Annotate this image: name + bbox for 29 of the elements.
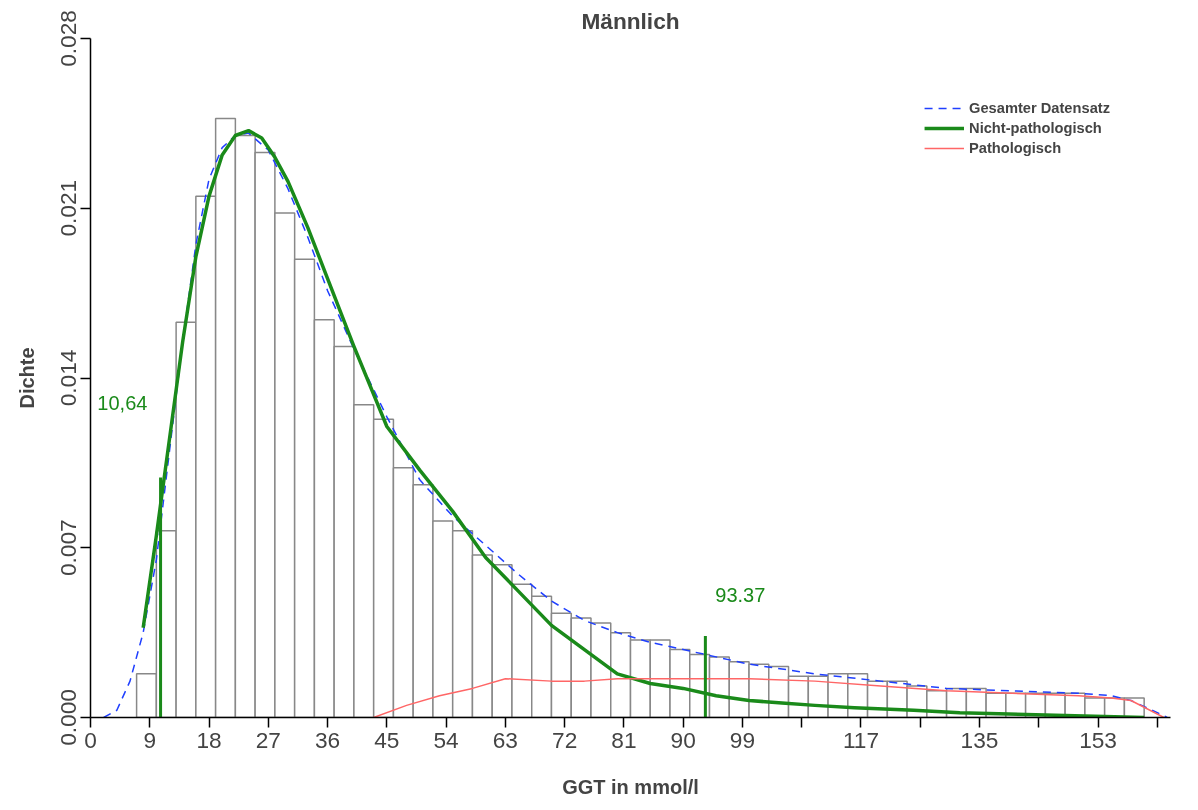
y-tick-label: 0.021 (54, 179, 81, 237)
x-tick-label: 99 (729, 726, 756, 753)
x-tick-label: 63 (492, 726, 518, 753)
y-tick-label: 0.014 (54, 349, 81, 407)
x-tick-label: 9 (143, 726, 157, 753)
x-tick-label: 45 (374, 726, 400, 753)
ref-line-label: 93.37 (715, 584, 766, 607)
y-tick-label: 0.028 (54, 10, 81, 67)
x-tick-label: 18 (196, 726, 222, 753)
x-tick-label: 27 (255, 726, 281, 753)
x-tick-label: 72 (552, 726, 578, 753)
y-tick-label: 0.000 (54, 689, 81, 746)
ref-line-label: 10,64 (97, 391, 148, 414)
chart-title: Männlich (581, 7, 680, 34)
x-tick-label: 54 (433, 726, 459, 753)
legend-label: Nicht-pathologisch (969, 120, 1102, 136)
x-tick-label: 0 (84, 726, 97, 753)
y-tick-label: 0.007 (54, 519, 81, 577)
legend-label: Gesamter Datensatz (969, 100, 1110, 116)
x-tick-label: 90 (670, 726, 696, 753)
legend-label: Pathologisch (969, 140, 1062, 156)
y-axis-title: Dichte (15, 347, 38, 409)
x-tick-label: 117 (842, 726, 880, 753)
x-tick-label: 81 (611, 726, 637, 753)
x-tick-label: 153 (1079, 726, 1117, 753)
line-series (372, 677, 1165, 718)
x-axis-title: GGT in mmol/l (562, 775, 699, 798)
x-tick-label: 135 (960, 726, 999, 753)
x-tick-label: 36 (314, 726, 341, 753)
